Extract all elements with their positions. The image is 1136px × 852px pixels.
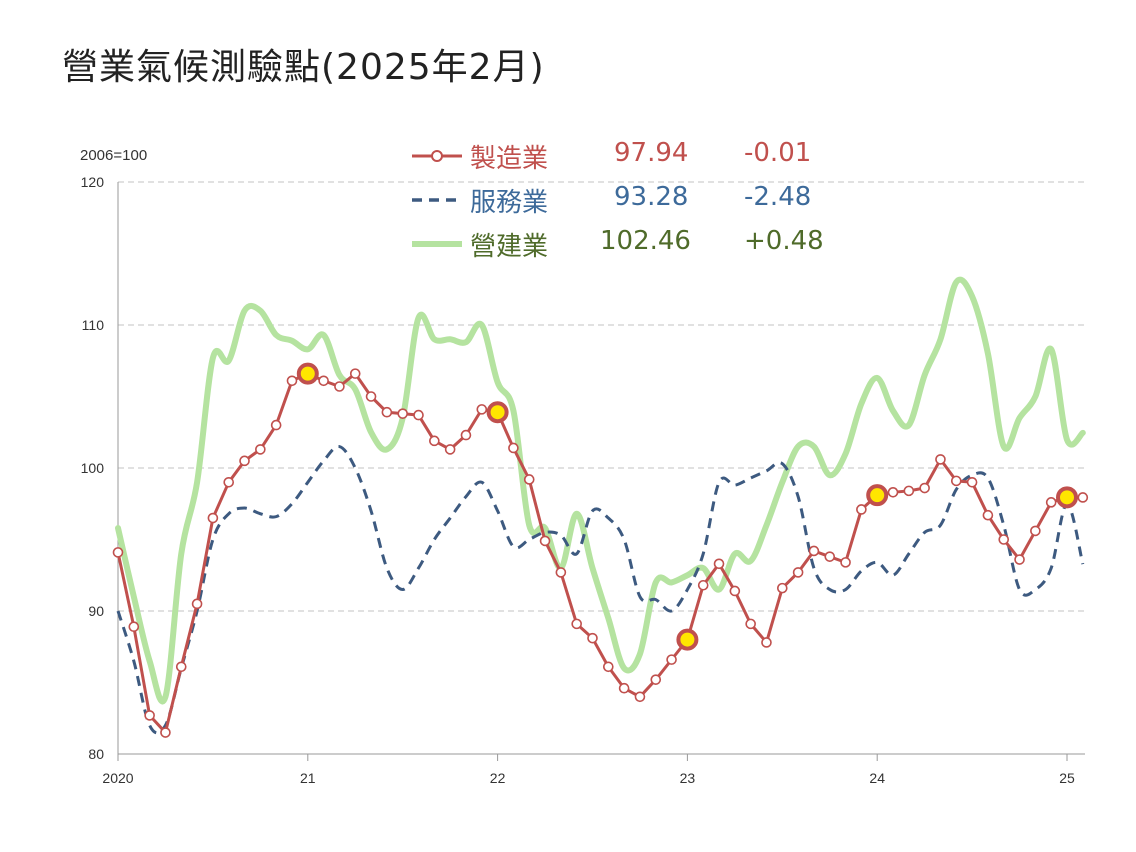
data-point-manufacturing-2023-09 [808,545,820,557]
x-tick-label-22: 22 [490,770,506,786]
data-point-manufacturing-2024-04 [919,482,930,494]
data-point-manufacturing-2022-04 [539,535,551,547]
legend-value-construction: 102.46 [600,226,691,256]
legend-value-services: 93.28 [614,182,689,212]
data-point-manufacturing-2020-12 [286,375,298,387]
data-point-manufacturing-2023-04 [729,585,741,597]
data-point-manufacturing-2023-02 [697,579,709,591]
data-point-manufacturing-2023-05 [745,618,756,630]
data-point-manufacturing-2022-12 [666,654,677,665]
data-point-manufacturing-2021-04 [349,368,361,379]
data-point-manufacturing-2023-10 [824,551,836,562]
data-point-manufacturing-2023-12 [856,504,867,515]
data-point-manufacturing-2023-08 [792,567,804,578]
data-point-manufacturing-2024-12 [1045,497,1057,508]
highlight-point-2021-01 [296,362,319,385]
data-point-manufacturing-2023-06 [761,637,772,648]
x-tick-label-25: 25 [1059,770,1075,786]
legend-name-construction: 營建業 [470,232,549,262]
x-tick-label-21: 21 [300,770,316,786]
data-point-manufacturing-2020-10 [255,444,266,455]
data-point-manufacturing-2020-05 [175,661,187,673]
data-point-manufacturing-2021-02 [318,375,329,387]
data-point-manufacturing-2024-09 [998,534,1010,545]
data-point-manufacturing-2024-06 [950,475,962,487]
data-point-manufacturing-2022-09 [618,682,630,694]
data-point-manufacturing-2022-08 [603,661,614,673]
data-point-manufacturing-2021-03 [334,381,345,392]
data-point-manufacturing-2022-05 [555,567,567,578]
highlight-point-2024-01 [866,484,889,507]
series-layer [112,276,1089,738]
data-point-manufacturing-2020-03 [144,710,155,721]
x-tick-label-2020: 2020 [102,770,133,786]
data-point-manufacturing-2020-09 [239,455,250,467]
data-point-manufacturing-2022-07 [587,632,598,644]
highlight-point-2025-01 [1056,486,1078,509]
grid-lines [118,181,1085,612]
legend-value-manufacturing: 97.94 [614,138,689,168]
highlight-point-2023-01 [676,628,699,651]
y-tick-label-100: 100 [81,460,105,476]
data-point-manufacturing-2020-02 [128,621,140,633]
data-point-manufacturing-2020-11 [270,419,282,431]
data-point-manufacturing-2024-05 [935,454,946,465]
legend-change-construction: +0.48 [744,226,824,256]
data-point-manufacturing-2024-03 [903,485,915,497]
y-axis-unit-label: 2006=100 [80,147,148,164]
data-point-manufacturing-2021-08 [413,409,424,421]
data-point-manufacturing-2023-03 [713,558,725,570]
series-line-manufacturing [116,372,1083,735]
data-point-manufacturing-2024-07 [966,476,978,488]
data-point-manufacturing-2024-08 [982,509,994,521]
data-point-manufacturing-2022-02 [508,442,519,454]
data-point-manufacturing-2021-06 [381,406,393,418]
data-point-manufacturing-2022-11 [650,674,662,685]
data-point-manufacturing-2023-07 [776,582,788,594]
series-line-services [116,445,1085,735]
x-tick-label-24: 24 [869,770,885,786]
legend-name-manufacturing: 製造業 [470,144,549,174]
data-point-manufacturing-2020-08 [223,476,235,488]
data-point-manufacturing-2024-02 [887,487,899,498]
y-tick-label-110: 110 [82,317,105,333]
data-point-manufacturing-2020-01 [112,547,124,558]
data-point-manufacturing-2021-05 [365,391,377,402]
series-line-construction [115,276,1086,705]
data-point-manufacturing-2021-09 [429,435,440,447]
chart-title: 營業氣候測驗點(2025年2月) [62,47,545,88]
data-point-manufacturing-2024-10 [1014,554,1025,565]
y-tick-label-120: 120 [81,174,105,190]
data-point-manufacturing-2021-07 [397,408,409,419]
data-point-manufacturing-2024-11 [1030,525,1041,537]
data-point-manufacturing-2022-10 [634,691,646,703]
legend-marker-manufacturing [431,150,443,162]
x-tick-label-23: 23 [680,770,696,786]
data-point-manufacturing-2022-03 [523,474,535,485]
legend-name-services: 服務業 [470,188,549,218]
highlight-point-2022-01 [486,401,509,424]
data-point-manufacturing-2021-12 [476,404,488,415]
data-point-manufacturing-2020-07 [207,512,219,524]
legend-change-manufacturing: -0.01 [744,138,812,168]
data-point-manufacturing-2025-02 [1077,492,1089,503]
data-point-manufacturing-2023-11 [840,557,851,568]
axes: 80 90 100 110 120 2020 21 22 23 24 25 [81,174,1085,786]
y-tick-label-90: 90 [88,603,104,619]
data-point-manufacturing-2020-04 [160,727,171,738]
data-point-manufacturing-2021-10 [444,444,456,455]
y-tick-label-80: 80 [88,746,104,762]
data-point-manufacturing-2020-06 [191,598,203,610]
data-point-manufacturing-2022-06 [571,618,582,630]
data-point-manufacturing-2021-11 [460,429,472,441]
legend-swatches [412,150,462,247]
legend-change-services: -2.48 [744,182,812,212]
